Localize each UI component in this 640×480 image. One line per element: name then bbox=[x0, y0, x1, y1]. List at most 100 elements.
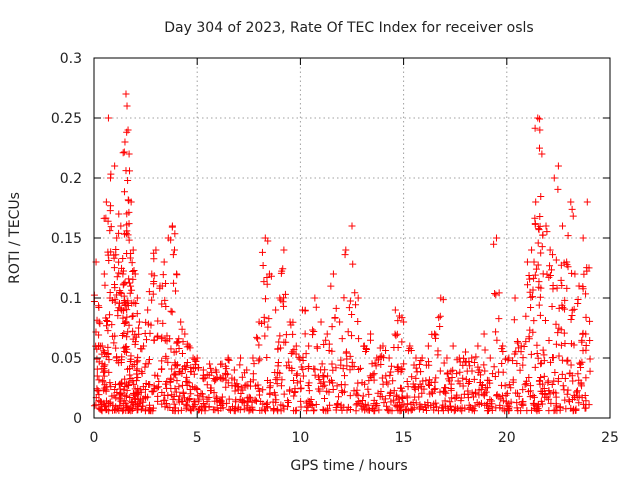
data-point bbox=[118, 379, 126, 387]
data-point bbox=[355, 335, 363, 343]
data-point bbox=[120, 307, 128, 315]
data-point bbox=[545, 387, 553, 395]
data-point bbox=[324, 405, 332, 413]
data-point bbox=[203, 371, 211, 379]
data-point bbox=[515, 392, 523, 400]
data-point bbox=[542, 222, 550, 230]
data-point bbox=[123, 313, 131, 321]
data-point bbox=[548, 381, 556, 389]
data-point bbox=[317, 379, 325, 387]
data-point bbox=[100, 372, 108, 380]
data-point bbox=[277, 382, 285, 390]
data-point bbox=[123, 306, 131, 314]
data-point bbox=[341, 381, 349, 389]
data-point bbox=[217, 360, 225, 368]
data-point bbox=[321, 395, 329, 403]
data-point bbox=[431, 385, 439, 393]
data-point bbox=[122, 318, 130, 326]
data-point bbox=[173, 339, 181, 347]
data-point bbox=[138, 402, 146, 410]
data-point bbox=[578, 338, 586, 346]
data-point bbox=[115, 269, 123, 277]
data-point bbox=[126, 289, 134, 297]
data-point bbox=[466, 378, 474, 386]
data-point bbox=[120, 188, 128, 196]
data-point bbox=[537, 284, 545, 292]
data-point bbox=[125, 275, 133, 283]
data-point bbox=[554, 377, 562, 385]
data-point bbox=[186, 344, 194, 352]
data-point bbox=[132, 300, 140, 307]
data-point bbox=[199, 371, 207, 379]
data-point bbox=[199, 399, 207, 407]
data-point bbox=[104, 217, 112, 225]
axis-ticks bbox=[93, 57, 611, 419]
data-point bbox=[560, 329, 568, 337]
data-point bbox=[557, 326, 565, 334]
data-point bbox=[96, 405, 104, 413]
data-point bbox=[354, 318, 362, 326]
data-point bbox=[328, 360, 336, 368]
data-point bbox=[545, 337, 553, 345]
data-point bbox=[125, 321, 133, 329]
data-point bbox=[456, 368, 464, 376]
data-point bbox=[127, 282, 135, 290]
data-point bbox=[222, 376, 230, 384]
data-point bbox=[579, 234, 587, 242]
data-point bbox=[387, 362, 395, 370]
data-point bbox=[492, 291, 500, 299]
data-point bbox=[145, 288, 153, 296]
data-point bbox=[104, 327, 112, 335]
data-point bbox=[133, 358, 141, 366]
data-point bbox=[328, 323, 336, 331]
y-tick-label: 0.3 bbox=[60, 51, 82, 67]
data-point bbox=[309, 326, 317, 334]
y-axis-label: ROTI / TECUs bbox=[7, 192, 23, 284]
data-point bbox=[222, 365, 230, 373]
data-point bbox=[518, 398, 526, 406]
data-point bbox=[582, 397, 590, 405]
data-point bbox=[529, 392, 537, 400]
data-point bbox=[386, 371, 394, 379]
data-point bbox=[480, 361, 488, 369]
data-point bbox=[434, 347, 442, 355]
data-point bbox=[254, 381, 262, 389]
data-point bbox=[564, 356, 572, 364]
data-point bbox=[449, 366, 457, 374]
data-point bbox=[175, 335, 183, 343]
data-point bbox=[389, 377, 397, 385]
data-point bbox=[397, 368, 405, 376]
data-point bbox=[480, 330, 488, 338]
data-point bbox=[326, 401, 334, 409]
data-point bbox=[102, 353, 110, 361]
data-point bbox=[125, 208, 133, 216]
data-point bbox=[329, 366, 337, 374]
data-point bbox=[263, 399, 271, 407]
data-point bbox=[574, 296, 582, 304]
data-point bbox=[160, 396, 168, 404]
data-point bbox=[292, 342, 300, 350]
data-point bbox=[583, 267, 591, 275]
data-point bbox=[522, 380, 530, 388]
data-point bbox=[129, 275, 137, 283]
data-point bbox=[121, 343, 129, 351]
data-point bbox=[185, 395, 193, 403]
data-point bbox=[138, 369, 146, 377]
data-point bbox=[532, 198, 540, 206]
data-point bbox=[249, 370, 257, 378]
data-point bbox=[166, 378, 174, 386]
data-point bbox=[168, 391, 176, 399]
data-point bbox=[123, 249, 131, 257]
data-point bbox=[360, 403, 368, 411]
data-point bbox=[490, 240, 498, 248]
data-point bbox=[425, 380, 433, 388]
data-point bbox=[447, 367, 455, 375]
data-point bbox=[272, 306, 280, 314]
data-point bbox=[207, 364, 215, 372]
data-point bbox=[546, 390, 554, 398]
data-point bbox=[280, 405, 288, 413]
data-point bbox=[569, 212, 577, 220]
data-point bbox=[263, 274, 271, 282]
data-point bbox=[436, 322, 444, 330]
data-point bbox=[296, 377, 304, 385]
